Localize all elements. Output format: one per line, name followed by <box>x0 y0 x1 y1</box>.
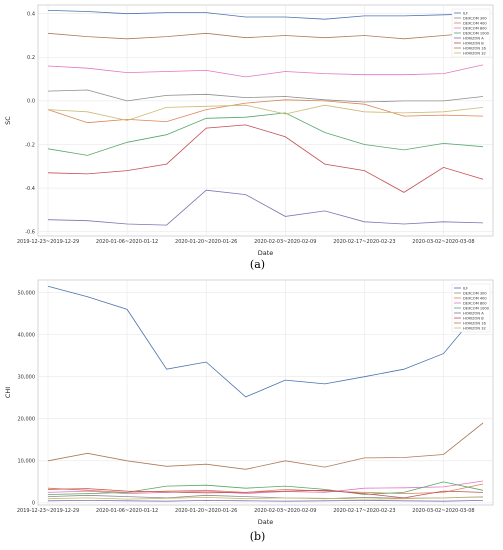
panel-label: (a) <box>250 258 265 271</box>
series-line-0 <box>47 285 484 398</box>
chart-panel-b: 50,000 40,000 30,000 20,000 10,000 02019-12-2… <box>4 279 494 543</box>
x-tick-label: 2019-12-23~2019-12-29 <box>17 508 79 514</box>
legend-entry: HORIZON 32 <box>463 51 486 55</box>
y-tick-label: -0.4 <box>25 186 35 192</box>
series-line-0 <box>47 10 484 20</box>
legend-entry: DEXCOM 300 <box>463 291 487 295</box>
x-tick-label: 2020-01-20~2020-01-26 <box>175 508 237 514</box>
legend-entry: HORIZON B <box>463 41 484 45</box>
legend-entry: HORIZON 16 <box>463 46 486 50</box>
series-line-8 <box>47 496 484 500</box>
chart-panel-a: 0.4 0.2 0.0 -0.2 -0.4 -0.6 2019-12-23~2019-12-… <box>4 4 494 271</box>
y-tick-label: 0.2 <box>27 55 35 61</box>
series-line-2 <box>47 99 484 124</box>
x-tick-label: 2020-01-06~2020-01-12 <box>96 239 158 245</box>
x-tick-label: 2020-02-17~2020-02-23 <box>333 508 395 514</box>
legend-entry: ILF <box>463 11 468 15</box>
series-line-8 <box>47 104 484 121</box>
y-tick-label: 30,000 <box>18 375 36 381</box>
x-tick-label: 2020-02-03~2020-02-09 <box>254 239 316 245</box>
series-line-5 <box>47 499 484 502</box>
y-tick-label: 0.0 <box>27 99 35 105</box>
legend-entry: DEXCOM 400 <box>463 296 487 300</box>
legend-entry: DEXCOM 1000 <box>463 306 490 310</box>
x-tick-label: 2020-03-02~2020-03-08 <box>412 508 474 514</box>
y-axis-label: SC <box>4 116 12 125</box>
panel-label: (b) <box>250 530 266 543</box>
series-line-7 <box>47 31 484 40</box>
y-tick-label: 40,000 <box>18 332 36 338</box>
series-line-4 <box>47 481 484 495</box>
legend-entry: HORIZON 16 <box>463 321 486 325</box>
x-tick-label: 2020-01-20~2020-01-26 <box>175 239 237 245</box>
y-axis-label: CHI <box>4 387 12 398</box>
series-line-7 <box>47 422 484 470</box>
series-line-4 <box>47 112 484 156</box>
x-tick-label: 2019-12-23~2019-12-29 <box>17 239 79 245</box>
y-tick-label: 10,000 <box>18 459 36 465</box>
x-axis-label: Date <box>258 249 274 257</box>
legend-entry: ILF <box>463 286 468 290</box>
series-line-1 <box>47 89 484 103</box>
series-line-5 <box>47 189 484 226</box>
legend-entry: DEXCOM 300 <box>463 16 487 20</box>
x-tick-label: 2020-01-06~2020-01-12 <box>96 508 158 514</box>
y-tick-label: -0.2 <box>25 142 35 148</box>
legend-entry: HORIZON A <box>463 36 484 40</box>
y-tick-label: 20,000 <box>18 417 36 423</box>
y-tick-label: 0.4 <box>27 12 35 18</box>
x-axis-label: Date <box>258 518 274 526</box>
series-line-3 <box>47 480 484 495</box>
series-line-6 <box>47 124 484 193</box>
x-tick-label: 2020-02-17~2020-02-23 <box>333 239 395 245</box>
legend-entry: DEXCOM 800 <box>463 26 487 30</box>
x-tick-label: 2020-02-03~2020-02-09 <box>254 508 316 514</box>
y-tick-label: -0.6 <box>25 229 35 235</box>
y-tick-label: 0 <box>32 501 35 507</box>
legend-entry: HORIZON B <box>463 316 484 320</box>
y-tick-label: 50,000 <box>18 290 36 296</box>
legend-entry: DEXCOM 800 <box>463 301 487 305</box>
legend-entry: HORIZON A <box>463 311 484 315</box>
series-line-3 <box>47 64 484 78</box>
legend-entry: DEXCOM 1000 <box>463 31 490 35</box>
x-tick-label: 2020-03-02~2020-03-08 <box>412 239 474 245</box>
plot-area <box>37 4 494 237</box>
series-line-6 <box>47 488 484 499</box>
series-line-2 <box>47 483 484 495</box>
legend-entry: HORIZON 32 <box>463 326 486 330</box>
legend-entry: DEXCOM 400 <box>463 21 487 25</box>
plot-area <box>37 279 494 506</box>
